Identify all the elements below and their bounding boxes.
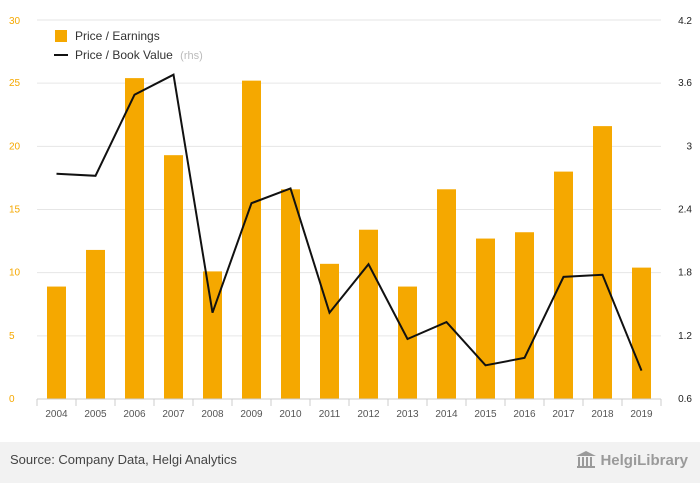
x-tick-label: 2008 bbox=[201, 409, 224, 420]
source-text: Source: Company Data, Helgi Analytics bbox=[10, 452, 237, 467]
right-tick-label: 3.6 bbox=[678, 78, 692, 89]
legend-swatch-price-earnings bbox=[55, 30, 67, 42]
right-axis-ticks: 0.6 1.2 1.8 2.4 3 3.6 4.2 bbox=[678, 16, 692, 405]
right-tick-label: 2.4 bbox=[678, 205, 692, 216]
x-axis-ticks: 2004 2005 2006 2007 2008 2009 2010 2011 2012 2013… bbox=[45, 409, 653, 420]
left-tick-label: 5 bbox=[9, 331, 15, 342]
right-tick-label: 0.6 bbox=[678, 394, 692, 405]
legend-label-price-book-suffix: (rhs) bbox=[180, 50, 203, 62]
bar-price-earnings bbox=[632, 267, 651, 399]
x-tick-label: 2016 bbox=[513, 409, 536, 420]
library-icon bbox=[576, 451, 597, 468]
x-tick-label: 2014 bbox=[435, 409, 458, 420]
bar-price-earnings bbox=[437, 189, 456, 399]
x-tick-label: 2006 bbox=[123, 409, 146, 420]
brand-name: HelgiLibrary bbox=[600, 451, 688, 469]
bar-price-earnings bbox=[593, 126, 612, 400]
legend: Price / Earnings Price / Book Value (rhs… bbox=[54, 29, 203, 62]
bar-price-earnings bbox=[164, 155, 183, 399]
left-tick-label: 30 bbox=[9, 16, 21, 27]
left-tick-label: 15 bbox=[9, 205, 21, 216]
footer: Source: Company Data, Helgi Analytics He… bbox=[0, 442, 700, 483]
x-tick-label: 2010 bbox=[279, 409, 302, 420]
x-tick-label: 2007 bbox=[162, 409, 185, 420]
x-tick-label: 2004 bbox=[45, 409, 68, 420]
legend-label-price-book: Price / Book Value (rhs) bbox=[75, 48, 203, 62]
x-tick-label: 2005 bbox=[84, 409, 107, 420]
x-tick-label: 2017 bbox=[552, 409, 575, 420]
brand-logo: HelgiLibrary bbox=[576, 451, 688, 469]
bar-price-earnings bbox=[125, 78, 144, 399]
bar-price-earnings bbox=[515, 232, 534, 399]
bar-price-earnings bbox=[359, 229, 378, 399]
legend-label-price-book-main: Price / Book Value bbox=[75, 48, 173, 62]
bar-price-earnings bbox=[476, 238, 495, 399]
left-tick-label: 0 bbox=[9, 394, 15, 405]
x-tick-label: 2013 bbox=[396, 409, 419, 420]
bar-price-earnings bbox=[203, 271, 222, 399]
axes bbox=[36, 398, 662, 406]
bar-price-earnings bbox=[554, 171, 573, 399]
legend-label-price-earnings: Price / Earnings bbox=[75, 29, 160, 43]
left-tick-label: 10 bbox=[9, 268, 21, 279]
right-tick-label: 1.2 bbox=[678, 331, 692, 342]
x-tick-label: 2009 bbox=[240, 409, 263, 420]
right-tick-label: 4.2 bbox=[678, 16, 692, 27]
bar-price-earnings bbox=[398, 286, 417, 399]
bar-price-earnings bbox=[281, 189, 300, 399]
line-series bbox=[56, 73, 643, 371]
x-tick-label: 2018 bbox=[591, 409, 614, 420]
bar-price-earnings bbox=[242, 80, 261, 399]
bar-price-earnings bbox=[47, 286, 66, 399]
x-tick-label: 2019 bbox=[630, 409, 653, 420]
x-tick-label: 2012 bbox=[357, 409, 380, 420]
left-tick-label: 20 bbox=[9, 141, 21, 152]
bar-price-earnings bbox=[86, 249, 105, 399]
right-tick-label: 1.8 bbox=[678, 268, 692, 279]
line-price-book bbox=[56, 73, 643, 371]
left-tick-label: 25 bbox=[9, 78, 21, 89]
bar-series bbox=[47, 78, 651, 400]
right-tick-label: 3 bbox=[686, 141, 692, 152]
x-tick-label: 2015 bbox=[474, 409, 497, 420]
left-axis-ticks: 0 5 10 15 20 25 30 bbox=[9, 16, 21, 405]
x-tick-label: 2011 bbox=[319, 409, 341, 420]
bar-price-earnings bbox=[320, 263, 339, 399]
